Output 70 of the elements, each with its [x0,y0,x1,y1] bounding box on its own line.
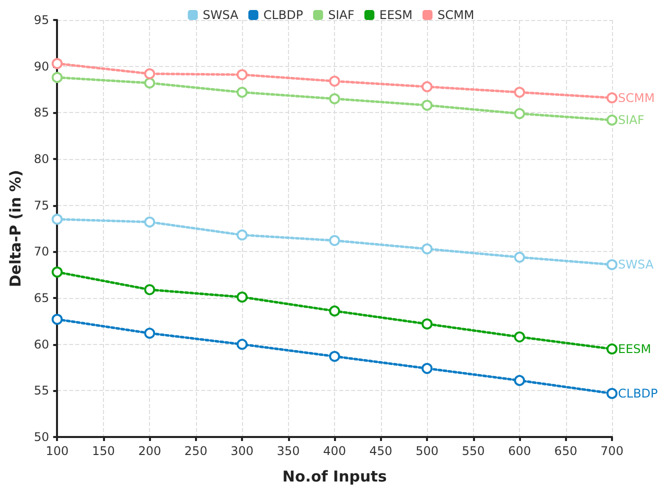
point [514,86,526,98]
x-tick-label: 500 [416,444,439,458]
point [144,328,156,339]
point [52,72,63,83]
y-tick-label: 55 [34,384,50,398]
point [329,93,340,104]
x-tick-label: 650 [554,444,578,458]
legend-label: SCMM [438,8,474,22]
x-tick-label: 200 [138,444,162,458]
x-tick-label: 550 [462,444,485,458]
point [514,108,526,120]
y-tick-label: 75 [34,198,50,212]
x-axis-title: No.of Inputs [282,468,387,486]
x-tick-label: 350 [276,444,300,458]
point [422,81,433,92]
y-tick-label: 65 [34,291,50,305]
point [422,318,433,330]
text: SIAF [618,113,644,128]
legend-label: EESM [379,8,413,22]
text: CLBDP [618,386,658,400]
y-tick-label: 85 [34,106,50,120]
point [236,69,248,80]
point [144,284,156,296]
point [236,292,248,303]
point [514,331,526,342]
legend-label: SIAF [328,8,354,22]
y-axis-title: Delta-P (in %) [6,170,24,288]
point [329,305,340,316]
text: SWSA [618,258,654,272]
point [606,259,618,270]
x-tick-label: 250 [184,444,208,458]
point [606,343,618,354]
y-tick-label: 50 [34,430,50,444]
point [52,214,63,225]
x-tick-label: 400 [323,444,346,458]
point [606,388,618,399]
point [422,100,433,111]
point [144,78,156,89]
legend-label: SWSA [202,8,240,22]
point [144,216,156,228]
point [606,114,618,126]
point [52,58,63,70]
y-tick-label: 80 [34,152,50,166]
point [606,92,618,104]
point [236,338,248,350]
point [422,362,433,374]
point [329,235,340,246]
point [329,76,340,87]
x-tick-label: 450 [369,444,392,458]
text: SCMM [618,90,655,105]
point [52,266,63,278]
x-tick-label: 150 [92,444,115,458]
x-tick-label: 700 [600,444,624,458]
legend-label: CLBDP [263,8,304,22]
point [514,374,526,386]
x-tick-label: 100 [46,444,69,458]
x-tick-label: 300 [230,444,254,458]
point [144,68,156,80]
point [52,314,63,325]
text: EESM [618,342,652,356]
point [514,252,526,263]
y-tick-label: 90 [34,59,50,74]
point [422,243,433,254]
y-tick-label: 95 [34,13,50,27]
point [329,350,340,362]
point [236,229,248,240]
x-tick-label: 600 [508,444,531,458]
y-tick-label: 70 [34,244,50,259]
y-tick-label: 60 [34,337,50,352]
point [236,86,248,98]
